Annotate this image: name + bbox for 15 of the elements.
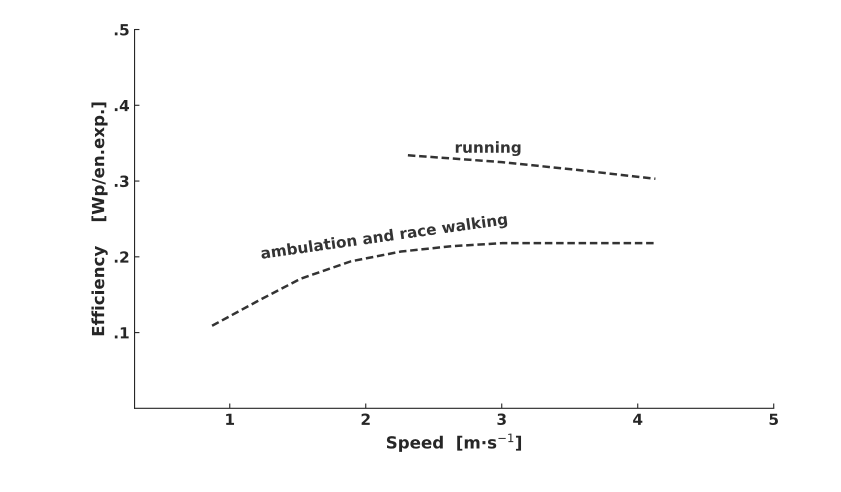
text: ambulation and race walking <box>260 212 508 262</box>
x-tick-label: 1 <box>226 414 234 425</box>
y-tick-label: .3 <box>114 176 128 188</box>
series-label: running <box>456 141 520 156</box>
x-tick-label: 5 <box>770 414 778 426</box>
x-tick-label: 3 <box>497 413 506 426</box>
y-tick-label: .4 <box>114 100 129 112</box>
y-tick-label: .2 <box>114 251 128 263</box>
y-tick-label: .5 <box>114 24 129 36</box>
x-tick-label: 2 <box>362 413 370 425</box>
y-tick-label: .1 <box>114 327 129 338</box>
y-axis-title: Efficiency [Wp/en.exp.] <box>91 102 108 336</box>
line-series <box>406 154 657 180</box>
x-axis-title: Speed [m·s$^{−1}$] <box>386 434 522 452</box>
x-tick-label: 4 <box>633 414 642 425</box>
